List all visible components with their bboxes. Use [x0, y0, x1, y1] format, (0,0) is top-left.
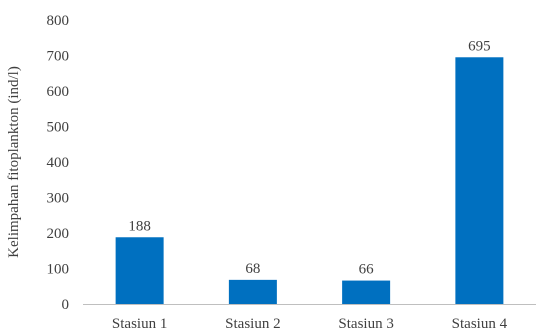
x-tick-label: Stasiun 1	[112, 316, 167, 332]
x-axis-ticks: Stasiun 1 Stasiun 2 Stasiun 3 Stasiun 4	[112, 316, 508, 332]
bar-value-label: 188	[128, 218, 151, 234]
y-tick-label: 200	[47, 226, 70, 242]
x-tick-label: Stasiun 4	[452, 316, 508, 332]
bar	[455, 57, 504, 305]
x-tick-label: Stasiun 2	[225, 316, 280, 332]
bar	[115, 237, 164, 304]
y-tick-label: 700	[47, 49, 70, 65]
bar	[342, 280, 391, 304]
y-tick-label: 800	[47, 13, 70, 29]
y-axis-title: Kelimpahan fitoplankton (ind/l)	[6, 66, 22, 258]
y-tick-label: 600	[47, 84, 70, 100]
bars	[115, 57, 504, 305]
y-tick-label: 0	[62, 297, 70, 313]
bar-value-label: 68	[245, 261, 260, 277]
y-axis-ticks: 0 100 200 300 400 500 600 700 800	[47, 13, 70, 313]
bar-value-label: 66	[359, 262, 375, 278]
y-tick-label: 100	[47, 262, 70, 278]
bar-value-label: 695	[468, 38, 491, 54]
y-tick-label: 400	[47, 155, 70, 171]
y-tick-label: 300	[47, 191, 70, 207]
x-tick-label: Stasiun 3	[338, 316, 393, 332]
y-tick-label: 500	[47, 120, 70, 136]
bar	[228, 279, 277, 304]
data-labels: 188 68 66 695	[128, 38, 490, 277]
